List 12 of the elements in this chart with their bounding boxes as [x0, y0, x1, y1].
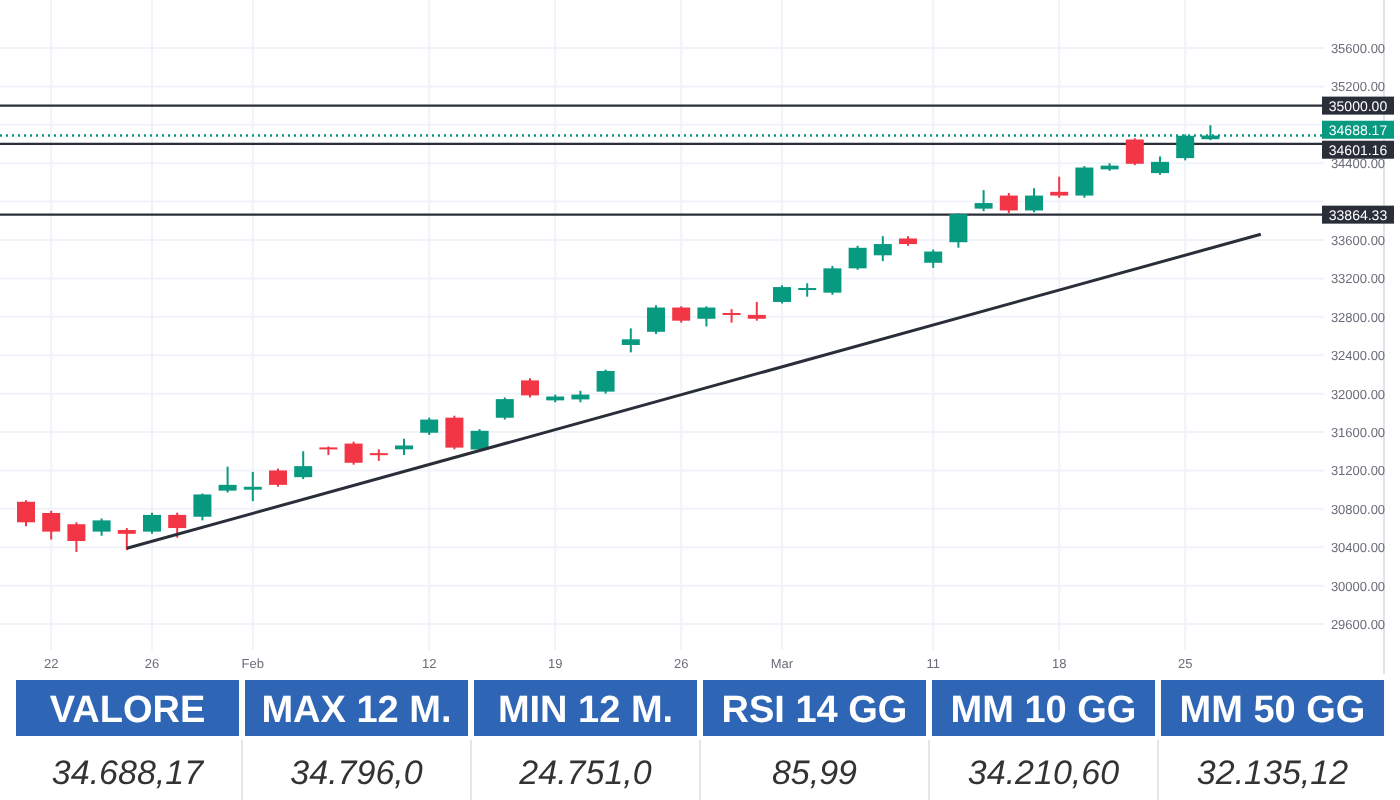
text: 34.688,17	[51, 754, 204, 792]
category-label: MIN 12 M.	[497, 690, 674, 732]
category-label: VALORE	[49, 690, 206, 732]
category-label: MM 50 GG	[1179, 690, 1366, 732]
text: 34.796,0	[290, 754, 423, 792]
category-label: MM 10 GG	[950, 690, 1137, 732]
text: 85,99	[771, 754, 858, 792]
text: 24.751,0	[519, 754, 652, 792]
category-label: RSI 14 GG	[721, 690, 908, 732]
text: 34.210,60	[967, 754, 1120, 792]
category-label: MAX 12 M.	[261, 690, 452, 732]
text: 32.135,12	[1196, 754, 1349, 792]
